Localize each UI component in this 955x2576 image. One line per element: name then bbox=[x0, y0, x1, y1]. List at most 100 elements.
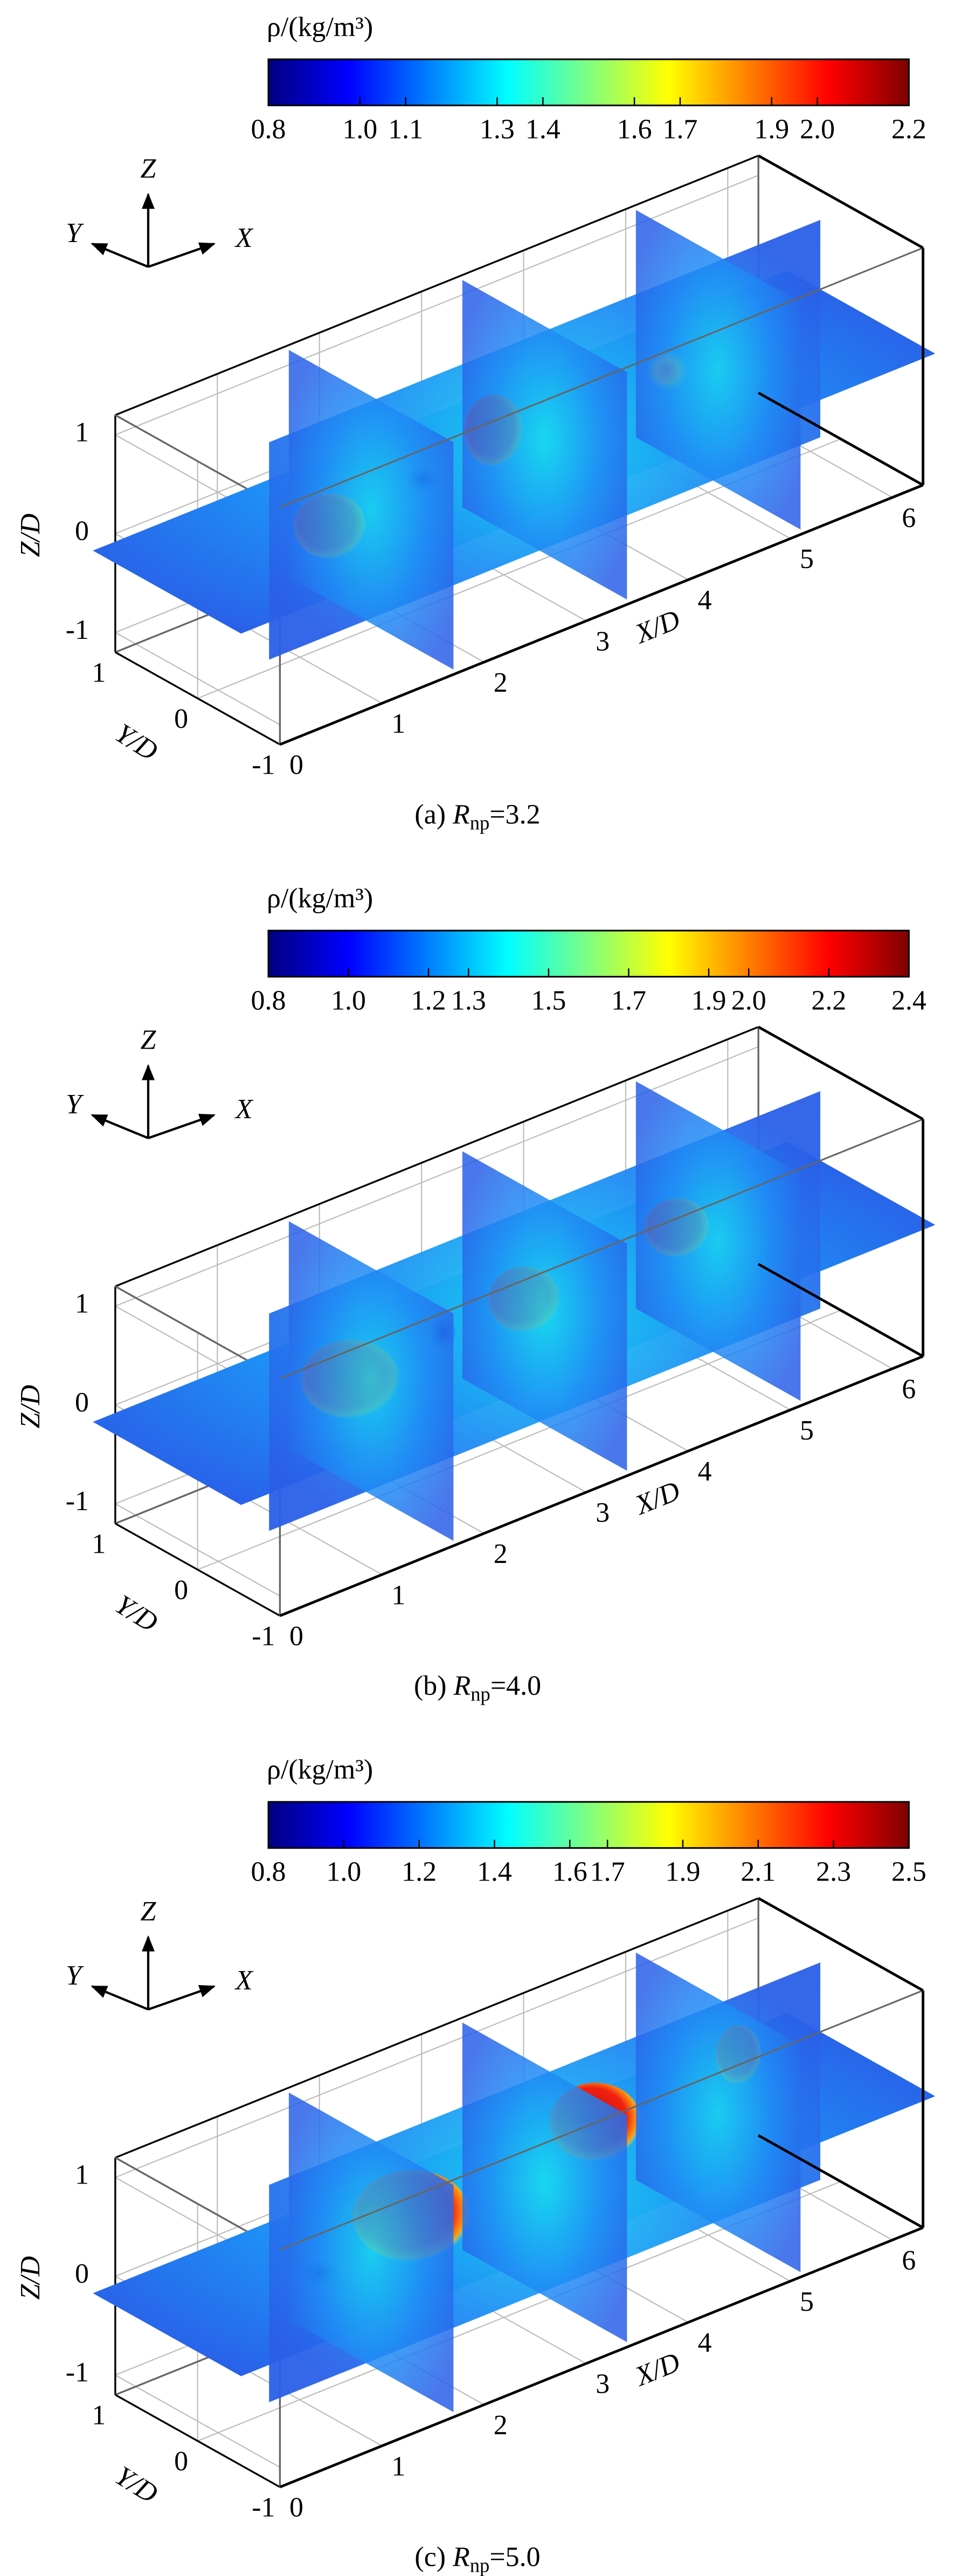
yz-slice bbox=[288, 1221, 454, 1541]
x-tick-label: 1 bbox=[391, 708, 405, 739]
x-tick-label: 2 bbox=[494, 2410, 508, 2441]
triad-arrow bbox=[91, 1985, 149, 2011]
caption-symbol: R bbox=[453, 1670, 470, 1701]
box-edge bbox=[279, 1355, 924, 1617]
z-tick-label: 0 bbox=[75, 1387, 89, 1418]
caption-symbol: R bbox=[452, 799, 470, 830]
box-edge bbox=[757, 391, 924, 486]
x-axis-label: X/D bbox=[630, 2347, 684, 2393]
panel: ρ/(kg/m³) 0.8 1.0 1.2 1.3 1.5 1.7 1.9 2.0 2.2 2.4 X… bbox=[15, 883, 936, 1705]
z-tick-label: -1 bbox=[66, 2357, 89, 2388]
x-tick-label: 1 bbox=[391, 2451, 405, 2482]
colorbar-title: ρ/(kg/m³) bbox=[267, 883, 373, 914]
colorbar-tick-label: 1.0 bbox=[331, 985, 366, 1016]
caption-prefix: (b) bbox=[414, 1670, 454, 1701]
colorbar-tick-label: 2.5 bbox=[891, 1856, 926, 1887]
x-tick-label: 0 bbox=[289, 750, 303, 781]
yz-slice bbox=[462, 280, 627, 600]
caption-value: =4.0 bbox=[490, 1670, 541, 1701]
colorbar-tick-label: 2.3 bbox=[816, 1856, 851, 1887]
colorbar-tick-label: 2.0 bbox=[731, 985, 766, 1016]
triad-label: X bbox=[234, 1094, 254, 1125]
colorbar-tick-label: 2.4 bbox=[891, 985, 926, 1016]
colorbar-tick-label: 1.9 bbox=[691, 985, 726, 1016]
x-tick-label: 6 bbox=[902, 1374, 916, 1404]
triad-arrow bbox=[91, 243, 149, 268]
yz-slice bbox=[635, 1952, 801, 2272]
colorbar-tick-label: 1.2 bbox=[411, 985, 446, 1016]
caption-symbol: R bbox=[452, 2541, 470, 2572]
triad-arrow bbox=[148, 1113, 216, 1140]
box-edge bbox=[115, 1026, 759, 1287]
colorbar-tick-label: 1.1 bbox=[388, 114, 423, 144]
box-edge bbox=[757, 1025, 924, 1120]
triad-label: Y bbox=[66, 1089, 84, 1120]
x-tick-label: 4 bbox=[698, 1456, 712, 1487]
caption-prefix: (a) bbox=[414, 799, 453, 830]
y-axis-label: Y/D bbox=[110, 1589, 163, 1638]
colorbar-tick-label: 1.0 bbox=[342, 114, 377, 144]
box-edge bbox=[115, 651, 281, 746]
box-edge bbox=[757, 1263, 924, 1358]
y-tick-label: 0 bbox=[174, 2446, 188, 2477]
colorbar bbox=[267, 1801, 910, 1849]
colorbar-tick-label: 0.8 bbox=[251, 985, 286, 1016]
z-tick-label: 1 bbox=[75, 417, 89, 447]
yz-slice bbox=[462, 2022, 627, 2343]
colorbar-tick-label: 2.1 bbox=[741, 1856, 776, 1887]
z-tick-label: -1 bbox=[66, 1486, 89, 1517]
y-tick-label: 0 bbox=[174, 704, 188, 734]
z-tick-label: 1 bbox=[75, 1289, 89, 1319]
yz-slice bbox=[462, 1151, 627, 1471]
colorbar-tick-label: 2.0 bbox=[800, 114, 835, 144]
x-tick-label: 0 bbox=[289, 2492, 303, 2523]
colorbar-tick-label: 1.9 bbox=[754, 114, 789, 144]
x-tick-label: 5 bbox=[800, 2286, 814, 2317]
x-tick-label: 0 bbox=[289, 1621, 303, 1652]
y-tick-label: 1 bbox=[92, 1529, 106, 1560]
z-tick-label: 0 bbox=[75, 516, 89, 547]
triad-label: Z bbox=[141, 154, 157, 184]
box-edge bbox=[115, 1897, 759, 2159]
panel: ρ/(kg/m³) 0.8 1.0 1.2 1.4 1.6 1.7 1.9 2.1 2.3 2.5 X… bbox=[15, 1754, 936, 2576]
triad-label: Y bbox=[66, 218, 84, 249]
colorbar-tick-label: 0.8 bbox=[251, 1856, 286, 1887]
z-axis-label: Z/D bbox=[15, 2256, 46, 2300]
box-edge bbox=[115, 155, 759, 416]
yz-slice bbox=[635, 1081, 801, 1401]
z-axis-label: Z/D bbox=[15, 1385, 46, 1429]
x-tick-label: 2 bbox=[494, 667, 508, 698]
colorbar-tick-label: 1.7 bbox=[611, 985, 646, 1016]
caption-value: =5.0 bbox=[489, 2541, 540, 2572]
caption-prefix: (c) bbox=[414, 2541, 453, 2572]
colorbar-tick-label: 1.3 bbox=[480, 114, 515, 144]
y-axis-label: Y/D bbox=[110, 2461, 163, 2510]
y-tick-label: -1 bbox=[252, 750, 275, 781]
triad-arrow bbox=[91, 1114, 149, 1139]
triad-arrow bbox=[148, 1985, 216, 2011]
triad-label: Z bbox=[141, 1896, 157, 1927]
box-edge bbox=[115, 2394, 281, 2488]
colorbar-tick-label: 1.9 bbox=[666, 1856, 701, 1887]
yz-slice bbox=[288, 350, 454, 670]
colorbar-title: ρ/(kg/m³) bbox=[267, 12, 373, 43]
box-edge bbox=[757, 2134, 924, 2229]
z-axis-label: Z/D bbox=[15, 513, 46, 557]
x-tick-label: 6 bbox=[902, 502, 916, 533]
triad-label: Z bbox=[141, 1025, 157, 1056]
x-tick-label: 5 bbox=[800, 1415, 814, 1446]
colorbar-tick-label: 1.7 bbox=[590, 1856, 625, 1887]
box-edge bbox=[279, 1118, 924, 1380]
caption-value: =3.2 bbox=[489, 799, 540, 830]
x-tick-label: 3 bbox=[596, 1498, 610, 1528]
colorbar-tick-label: 1.2 bbox=[402, 1856, 437, 1887]
x-tick-label: 3 bbox=[596, 626, 610, 657]
colorbar-tick-label: 2.2 bbox=[811, 985, 846, 1016]
box-edge bbox=[279, 247, 924, 508]
panel: ρ/(kg/m³) 0.8 1.0 1.1 1.3 1.4 1.6 1.7 1.9 2.0 2.2 X… bbox=[15, 12, 936, 834]
triad-label: X bbox=[234, 223, 254, 253]
colorbar-tick-label: 1.4 bbox=[525, 114, 560, 144]
z-tick-label: 1 bbox=[75, 2160, 89, 2191]
